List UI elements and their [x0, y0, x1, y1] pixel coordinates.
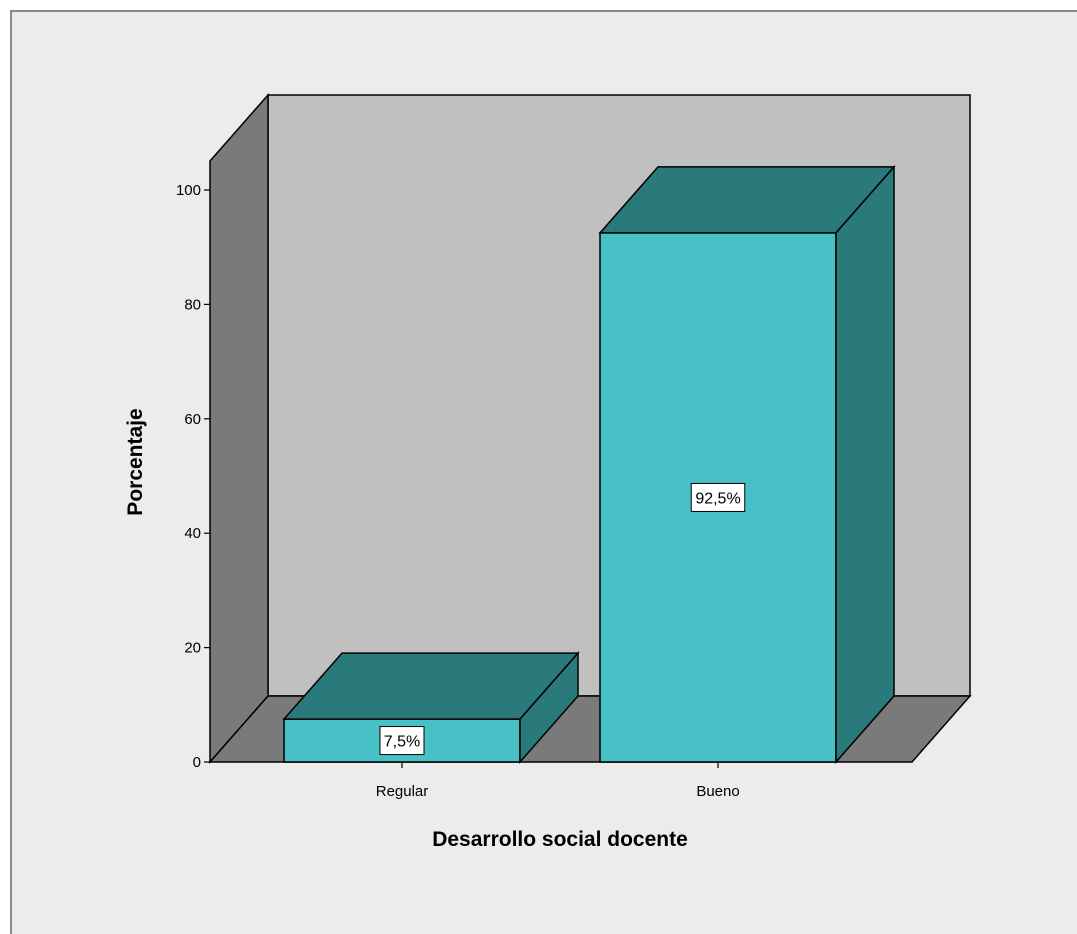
- data-label: 92,5%: [690, 482, 746, 512]
- bar-bueno: 92,5%: [598, 164, 896, 764]
- data-label: 7,5%: [379, 726, 425, 756]
- data-label-text: 92,5%: [695, 490, 740, 507]
- y-tick-label: 100: [176, 182, 201, 199]
- y-tick-label: 80: [184, 296, 201, 313]
- y-tick-label: 60: [184, 411, 201, 428]
- bar-side: [519, 651, 579, 764]
- data-label-text: 7,5%: [384, 734, 420, 751]
- data-label-box: [690, 482, 746, 512]
- x-tick-label: Bueno: [696, 783, 739, 800]
- x-axis: Regular Bueno: [376, 762, 740, 800]
- side-wall: [209, 93, 269, 764]
- x-axis-title: Desarrollo social docente: [432, 828, 688, 851]
- bars: 7,5% 92,5%: [282, 164, 896, 764]
- bar-regular: 7,5%: [282, 651, 580, 764]
- x-tick-label: Regular: [376, 783, 429, 800]
- y-axis: 0 20 40 60 80 100: [176, 182, 210, 771]
- y-tick-label: 40: [184, 525, 201, 542]
- y-axis-title: Porcentaje: [124, 408, 147, 515]
- y-tick-label: 0: [193, 754, 201, 771]
- data-label-box: [379, 726, 425, 756]
- y-tick-label: 20: [184, 640, 201, 657]
- bar-side: [835, 164, 895, 764]
